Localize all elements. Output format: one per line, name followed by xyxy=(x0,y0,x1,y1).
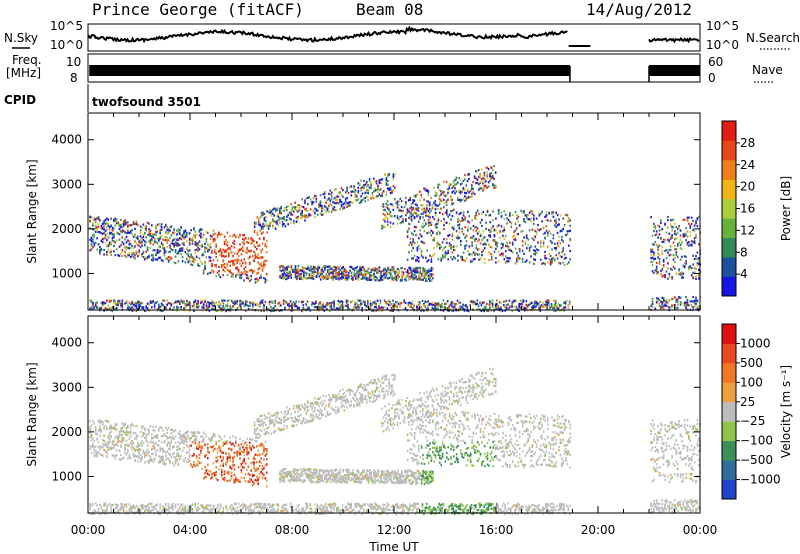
colorbar-tick-label: −500 xyxy=(740,453,773,467)
colorbar-tick-label: −1000 xyxy=(740,473,781,487)
noise-tick-bottom-left: 10^0 xyxy=(50,38,83,52)
x-tick-label: 08:00 xyxy=(275,523,310,537)
colorbar-tick-label: −100 xyxy=(740,434,773,448)
freq-tick-top: 10 xyxy=(66,55,81,69)
power-panel: 4000 3000 2000 1000 Slant Range [km] 28 24 20 16… xyxy=(25,112,793,313)
nsearch-label: N.Search xyxy=(746,31,800,45)
y-tick-label: 4000 xyxy=(51,133,82,147)
nsky-label: N.Sky xyxy=(4,31,38,45)
colorbar-segment xyxy=(722,121,736,141)
power-scatter-cells xyxy=(89,165,701,313)
x-tick-label: 20:00 xyxy=(581,523,616,537)
colorbar-tick-label: 20 xyxy=(740,180,755,194)
colorbar-tick-label: −25 xyxy=(740,414,765,428)
nave-label: Nave xyxy=(752,63,783,77)
colorbar-tick-label: 28 xyxy=(740,136,755,150)
colorbar-tick-label: 24 xyxy=(740,158,755,172)
freq-trace xyxy=(89,65,700,82)
nsky-trace-segment-2 xyxy=(648,36,700,44)
colorbar-tick-label: 1000 xyxy=(740,336,771,350)
colorbar-segment xyxy=(722,140,736,161)
freq-unit-label: [MHz] xyxy=(6,66,41,80)
y-tick-label: 3000 xyxy=(51,380,82,394)
colorbar-segment xyxy=(722,343,736,364)
nave-tick-bottom: 0 xyxy=(708,71,716,85)
colorbar-segment xyxy=(722,237,736,258)
colorbar-segment xyxy=(722,324,736,344)
noise-tick-bottom-right: 10^0 xyxy=(706,38,739,52)
x-tick-label: 04:00 xyxy=(173,523,208,537)
y-axis-label: Slant Range [km] xyxy=(25,362,39,466)
freq-band-1 xyxy=(89,65,570,76)
colorbar-tick-label: 500 xyxy=(740,356,763,370)
noise-panel xyxy=(87,23,701,52)
nsky-trace-segment-1 xyxy=(87,25,568,44)
y-tick-label: 2000 xyxy=(51,222,82,236)
vel-scatter-cells xyxy=(89,367,701,516)
colorbar-tick-label: 8 xyxy=(740,245,748,259)
y-tick-label: 1000 xyxy=(51,469,82,483)
colorbar-segment xyxy=(722,159,736,180)
colorbar-segment xyxy=(722,257,736,277)
colorbar-tick-label: 25 xyxy=(740,395,755,409)
nave-tick-top: 60 xyxy=(708,55,723,69)
colorbar-segment xyxy=(722,421,736,442)
colorbar-segment xyxy=(722,440,736,461)
freq-label: Freq. xyxy=(12,53,42,67)
colorbar-tick-label: 16 xyxy=(740,202,755,216)
colorbar-tick-label: 100 xyxy=(740,375,763,389)
colorbar-segment xyxy=(722,479,736,500)
x-tick-label: 16:00 xyxy=(479,523,514,537)
noise-trace xyxy=(87,25,700,47)
colorbar-segment xyxy=(722,276,736,297)
colorbar-segment xyxy=(722,218,736,239)
colorbar-segment xyxy=(722,198,736,219)
x-tick-label: 12:00 xyxy=(377,523,412,537)
cpid-label: CPID xyxy=(4,93,36,107)
freq-tick-bottom: 8 xyxy=(70,71,78,85)
y-tick-label: 2000 xyxy=(51,425,82,439)
cpid-value: twofsound 3501 xyxy=(92,95,201,109)
noise-tick-top-left: 10^5 xyxy=(50,19,83,33)
x-axis: 00:00 04:00 08:00 12:00 16:00 20:00 00:00 xyxy=(71,523,718,537)
y-axis-label: Slant Range [km] xyxy=(25,159,39,263)
beam-title: Beam 08 xyxy=(356,0,423,19)
x-tick-label: 00:00 xyxy=(683,523,718,537)
colorbar-label: Power [dB] xyxy=(779,176,793,241)
noise-tick-top-right: 10^5 xyxy=(706,19,739,33)
colorbar-segment xyxy=(722,179,736,200)
vel-colorbar xyxy=(721,323,737,500)
colorbar-segment xyxy=(722,362,736,383)
y-tick-label: 1000 xyxy=(51,266,82,280)
velocity-panel: 4000 3000 2000 1000 Slant Range [km] 1000 500 1… xyxy=(25,315,793,516)
station-title: Prince George (fitACF) xyxy=(92,0,304,19)
freq-band-2 xyxy=(649,65,700,76)
colorbar-tick-label: 4 xyxy=(740,267,748,281)
y-tick-label: 4000 xyxy=(51,336,82,350)
x-axis-label: Time UT xyxy=(368,540,419,554)
y-tick-label: 3000 xyxy=(51,177,82,191)
colorbar-label: Velocity [m s⁻¹] xyxy=(779,365,793,458)
colorbar-segment xyxy=(722,460,736,480)
date-title: 14/Aug/2012 xyxy=(586,0,692,19)
x-tick-label: 00:00 xyxy=(71,523,106,537)
colorbar-segment xyxy=(722,382,736,403)
colorbar-tick-label: 12 xyxy=(740,223,755,237)
colorbar-segment xyxy=(722,401,736,422)
